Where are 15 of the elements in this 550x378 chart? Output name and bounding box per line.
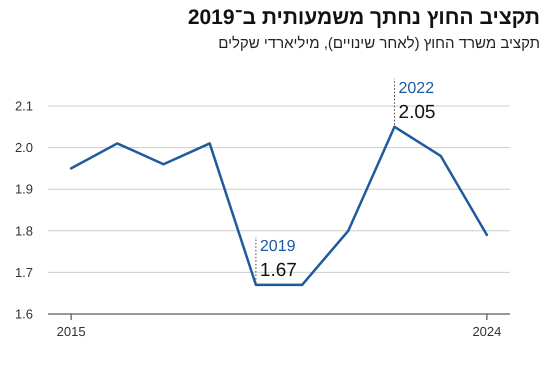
x-tick-label: 2024 <box>472 324 502 339</box>
data-label: 1.67 <box>260 260 297 281</box>
y-tick-label: 2.0 <box>14 140 34 156</box>
chart-subtitle: תקציב משרד החוץ (לאחר שינויים), מיליארדי שקלים <box>218 35 540 52</box>
y-tick-label: 2.1 <box>14 98 34 114</box>
x-tick-label: 2015 <box>56 324 86 339</box>
line-series <box>70 126 488 286</box>
y-tick-label: 1.8 <box>14 223 34 238</box>
y-tick-label: 1.6 <box>14 306 34 322</box>
annotation: 2022 <box>398 80 434 97</box>
y-tick-label: 1.9 <box>14 182 34 197</box>
y-tick-label: 1.7 <box>14 264 34 280</box>
annotation: 2019 <box>260 238 296 255</box>
chart-title: תקציב החוץ נחתך משמעותית ב־2019 <box>188 6 540 29</box>
data-label: 2.05 <box>398 102 436 123</box>
